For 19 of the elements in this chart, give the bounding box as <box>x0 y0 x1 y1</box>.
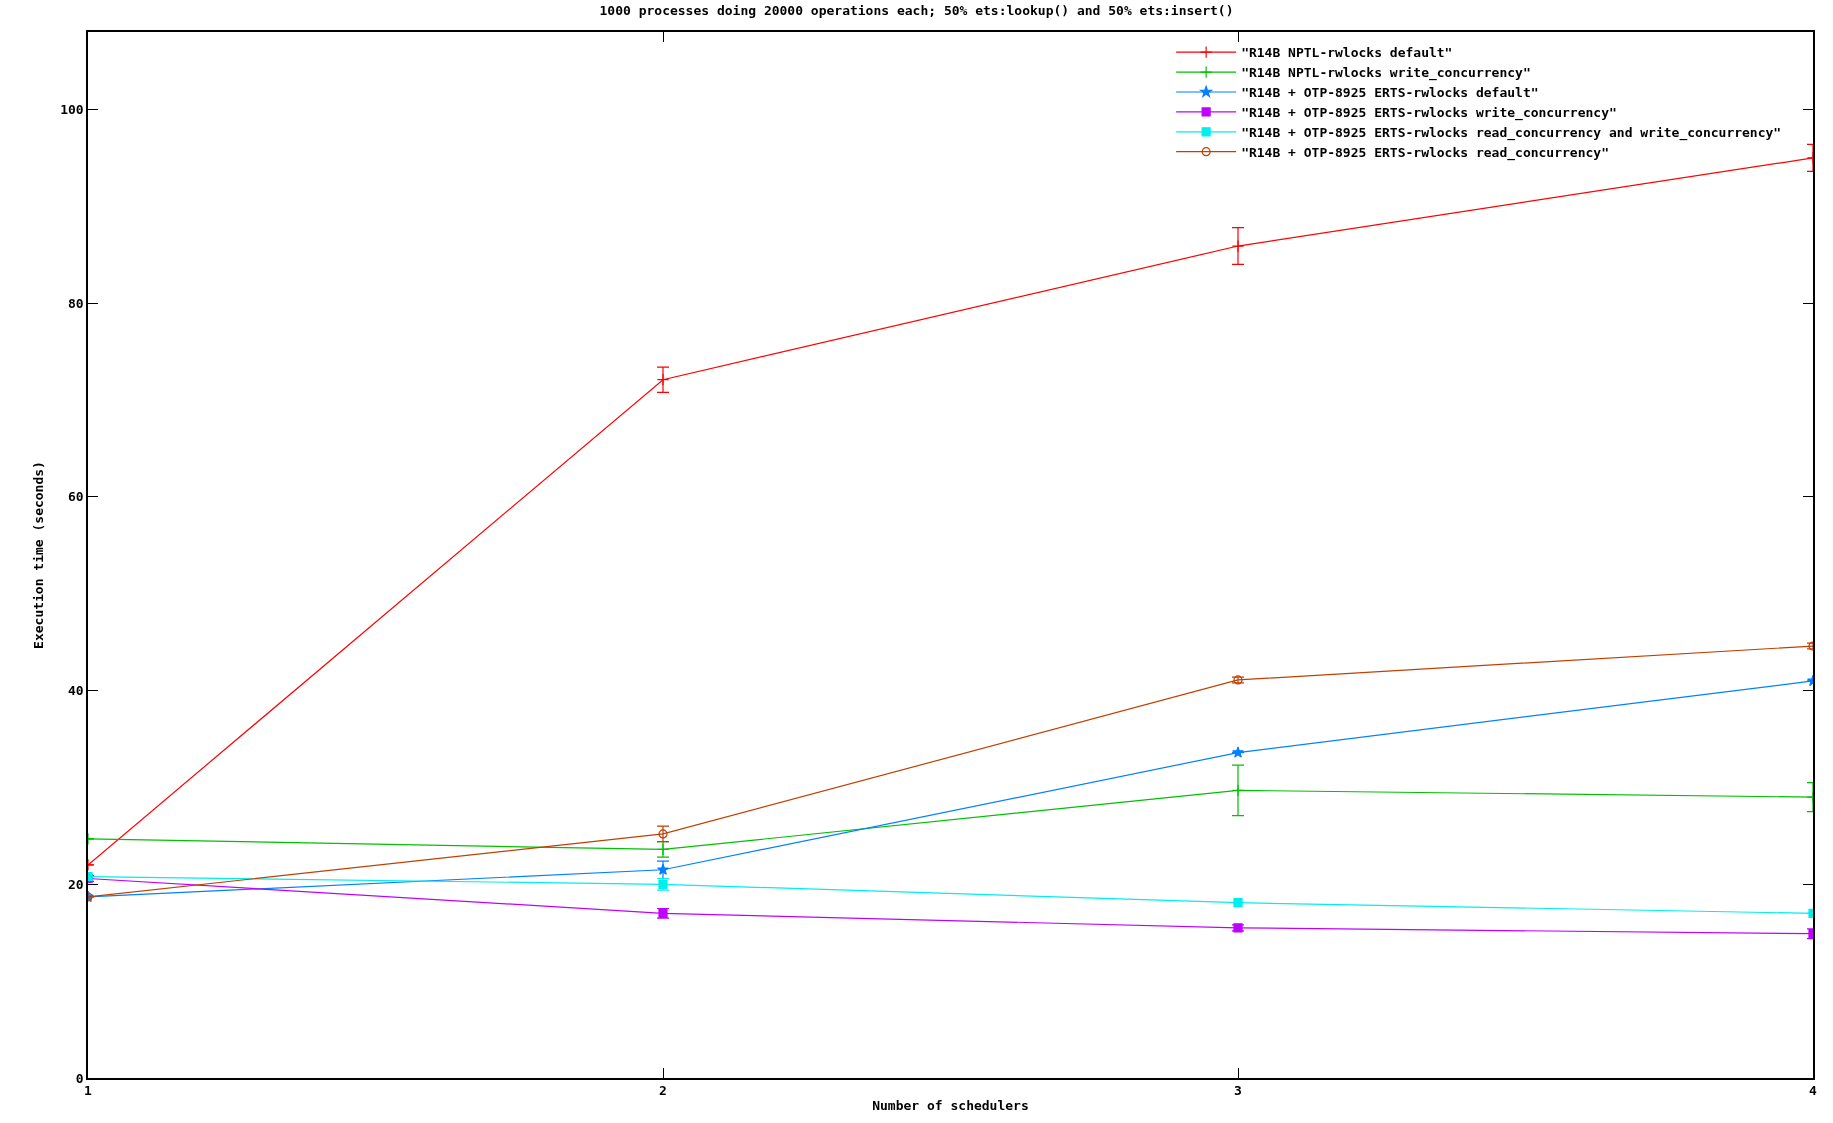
x-tick-label: 3 <box>1234 1083 1242 1099</box>
legend-label: "R14B NPTL-rwlocks default" <box>1241 45 1453 61</box>
legend-label: "R14B + OTP-8925 ERTS-rwlocks read_concurrency" <box>1241 144 1609 161</box>
y-tick-label: 60 <box>67 489 84 505</box>
y-tick-label: 80 <box>67 295 84 311</box>
x-tick-label: 4 <box>1809 1083 1818 1099</box>
y-tick-label: 20 <box>67 876 84 892</box>
chart-title: 1000 processes doing 20000 operations each; 50% ets:lookup() and 50% ets:insert() <box>599 2 1234 18</box>
legend-label: "R14B NPTL-rwlocks write_concurrency" <box>1241 65 1531 82</box>
y-axis-title: Execution time (seconds) <box>30 461 46 649</box>
legend-label: "R14B + OTP-8925 ERTS-rwlocks default" <box>1241 85 1539 101</box>
y-tick-label: 100 <box>60 102 84 118</box>
y-tick-label: 0 <box>75 1070 84 1086</box>
x-axis-title: Number of schedulers <box>872 1098 1029 1114</box>
x-tick-label: 1 <box>84 1083 93 1099</box>
legend-label: "R14B + OTP-8925 ERTS-rwlocks write_concurrency" <box>1241 104 1617 121</box>
x-tick-label: 2 <box>659 1083 667 1099</box>
y-tick-label: 40 <box>67 683 84 699</box>
legend-label: "R14B + OTP-8925 ERTS-rwlocks read_concurrency and write_concurrency" <box>1241 124 1782 141</box>
